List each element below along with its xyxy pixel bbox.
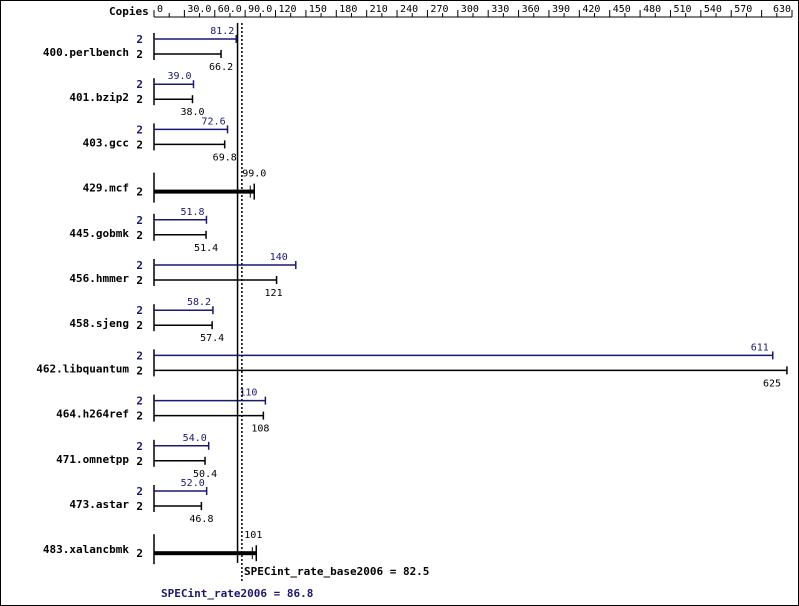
benchmark-name: 464.h264ref: [56, 408, 129, 421]
x-tick-label: 210: [370, 4, 388, 15]
peak-copies: 2: [136, 304, 143, 317]
benchmark-name: 473.astar: [69, 498, 129, 511]
benchmark-name: 462.libquantum: [36, 362, 129, 375]
copies-header: Copies: [109, 5, 149, 18]
x-tick-label: 360: [522, 4, 540, 15]
base-copies: 2: [136, 138, 143, 151]
peak-copies: 2: [136, 485, 143, 498]
base-value-label: 51.4: [194, 243, 218, 254]
base-copies: 2: [136, 274, 143, 287]
benchmark-name: 400.perlbench: [43, 46, 129, 59]
peak-value-label: 39.0: [167, 71, 191, 82]
base-copies: 2: [136, 48, 143, 61]
peak-value-label: 51.8: [180, 207, 204, 218]
base-value-label: 50.4: [193, 469, 217, 480]
x-tick-label: 300: [461, 4, 479, 15]
peak-copies: 2: [136, 123, 143, 136]
x-tick-label: 420: [582, 4, 600, 15]
benchmark-name: 471.omnetpp: [56, 453, 129, 466]
peak-copies: 2: [136, 259, 143, 272]
benchmark-name: 401.bzip2: [69, 91, 129, 104]
peak-summary-label: SPECint_rate2006 = 86.8: [161, 587, 313, 600]
x-tick-label: 570: [734, 4, 752, 15]
base-bar: [154, 189, 255, 194]
benchmark-name: 483.xalancbmk: [43, 543, 129, 556]
benchmark-name: 429.mcf: [83, 182, 129, 195]
peak-value-label: 110: [239, 388, 257, 399]
x-tick-label: 90.0: [248, 4, 272, 15]
x-tick-label: 330: [491, 4, 509, 15]
base-summary-label: SPECint_rate_base2006 = 82.5: [244, 565, 429, 578]
x-tick-label: 510: [673, 4, 691, 15]
x-tick-label: 240: [400, 4, 418, 15]
peak-value-label: 58.2: [187, 297, 211, 308]
peak-value-label: 81.2: [210, 26, 234, 37]
peak-copies: 2: [136, 33, 143, 46]
benchmark-name: 403.gcc: [83, 136, 129, 149]
peak-value-label: 54.0: [183, 433, 207, 444]
peak-copies: 2: [136, 214, 143, 227]
base-value-label: 46.8: [189, 514, 213, 525]
base-bar: [154, 551, 257, 556]
base-value-label: 101: [244, 530, 262, 541]
benchmark-name: 445.gobmk: [69, 227, 129, 240]
base-value-label: 121: [265, 288, 283, 299]
x-tick-label: 180: [339, 4, 357, 15]
peak-value-label: 72.6: [202, 116, 226, 127]
x-tick-label: 390: [552, 4, 570, 15]
benchmark-name: 456.hmmer: [69, 272, 129, 285]
x-tick-label: 480: [643, 4, 661, 15]
x-tick-label: 120: [279, 4, 297, 15]
x-tick-label: 450: [613, 4, 631, 15]
base-value-label: 38.0: [180, 107, 204, 118]
x-tick-label: 270: [430, 4, 448, 15]
base-copies: 2: [136, 364, 143, 377]
base-copies: 2: [136, 186, 143, 199]
peak-copies: 2: [136, 395, 143, 408]
x-tick-label: 60.0: [218, 4, 242, 15]
base-value-label: 99.0: [242, 169, 266, 180]
peak-value-label: 52.0: [181, 478, 205, 489]
base-copies: 2: [136, 93, 143, 106]
base-copies: 2: [136, 229, 143, 242]
x-tick-label: 0: [157, 4, 163, 15]
base-copies: 2: [136, 500, 143, 513]
peak-copies: 2: [136, 349, 143, 362]
base-copies: 2: [136, 547, 143, 560]
base-value-label: 108: [251, 424, 269, 435]
peak-copies: 2: [136, 78, 143, 91]
base-value-label: 69.8: [213, 152, 237, 163]
x-tick-label: 630: [773, 4, 791, 15]
base-copies: 2: [136, 319, 143, 332]
base-value-label: 57.4: [200, 333, 224, 344]
x-tick-label: 30.0: [187, 4, 211, 15]
x-tick-label: 150: [309, 4, 327, 15]
base-copies: 2: [136, 455, 143, 468]
base-value-label: 625: [763, 378, 781, 389]
benchmark-name: 458.sjeng: [69, 317, 129, 330]
peak-value-label: 611: [751, 342, 769, 353]
base-copies: 2: [136, 410, 143, 423]
base-value-label: 66.2: [209, 62, 233, 73]
peak-value-label: 140: [270, 252, 288, 263]
peak-copies: 2: [136, 440, 143, 453]
x-tick-label: 540: [704, 4, 722, 15]
